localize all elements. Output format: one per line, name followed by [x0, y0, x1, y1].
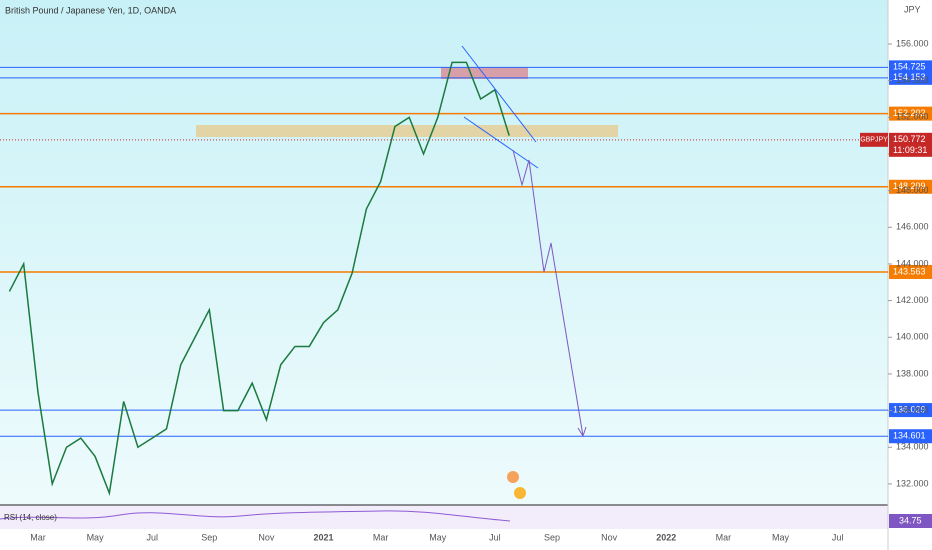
rsi-panel [0, 505, 888, 529]
level-tag-label: 143.563 [893, 266, 926, 276]
plot-background [0, 0, 888, 505]
x-tick-label: Nov [601, 532, 618, 542]
level-tag [889, 264, 932, 279]
level-tag [889, 70, 932, 85]
y-tick-label: 132.000 [896, 478, 929, 488]
x-tick-label: Mar [373, 532, 389, 542]
arrow-head [577, 426, 587, 438]
x-tick-label: Nov [258, 532, 275, 542]
symbol-tag [860, 132, 888, 147]
level-tag-label: 154.725 [893, 62, 926, 72]
y-tick-label: 140.000 [896, 332, 929, 342]
level-tag-label: 152.202 [893, 108, 926, 118]
chart-title: British Pound / Japanese Yen, 1D, OANDA [5, 5, 176, 15]
x-tick-label: Jul [146, 532, 158, 542]
level-tag [889, 429, 932, 444]
y-tick-label: 138.000 [896, 368, 929, 378]
level-tag [889, 179, 932, 194]
trendline [463, 116, 539, 169]
x-tick-label: 2022 [656, 532, 676, 542]
rsi-tag [889, 514, 932, 528]
x-tick-label: Sep [201, 532, 217, 542]
level-tag [889, 106, 932, 121]
y-tick-label: 136.000 [896, 405, 929, 415]
trendline [461, 45, 537, 143]
x-tick-label: Jul [489, 532, 501, 542]
x-tick-label: Mar [716, 532, 732, 542]
rsi-label: RSI (14, close) [4, 513, 57, 522]
x-tick-label: 2021 [314, 532, 334, 542]
y-tick-label: 154.000 [896, 75, 929, 85]
support-zone [196, 125, 618, 137]
symbol-label: GBPJPY [860, 137, 888, 144]
currency-label: JPY [904, 4, 921, 14]
level-tag-label: 148.209 [893, 181, 926, 191]
y-tick-label: 152.000 [896, 112, 929, 122]
x-tick-label: Sep [544, 532, 560, 542]
projection-arrow [512, 149, 584, 437]
x-tick-label: May [772, 532, 790, 542]
x-tick-label: May [87, 532, 105, 542]
time-scale [0, 529, 888, 550]
y-tick-label: 142.000 [896, 295, 929, 305]
current-price-tag [889, 132, 932, 157]
level-tag-label: 136.029 [893, 404, 926, 414]
level-tag-label: 134.601 [893, 431, 926, 441]
event-icon [507, 471, 519, 483]
x-tick-label: May [429, 532, 447, 542]
event-icon [514, 487, 526, 499]
y-tick-label: 144.000 [896, 258, 929, 268]
rsi-line [0, 510, 511, 522]
level-tag-label: 154.153 [893, 72, 926, 82]
level-tag [889, 403, 932, 418]
y-tick-label: 134.000 [896, 442, 929, 452]
x-tick-label: Mar [30, 532, 46, 542]
current-price-label: 150.772 [893, 134, 926, 144]
drawings [461, 45, 539, 169]
y-tick-label: 148.000 [896, 185, 929, 195]
rsi-value: 34.75 [899, 515, 922, 525]
y-tick-label: 146.000 [896, 222, 929, 232]
x-tick-label: Jul [832, 532, 844, 542]
y-tick-label: 156.000 [896, 38, 929, 48]
price-line [8, 61, 510, 496]
supply-zone [441, 67, 528, 79]
countdown-label: 11:09:31 [893, 145, 927, 155]
